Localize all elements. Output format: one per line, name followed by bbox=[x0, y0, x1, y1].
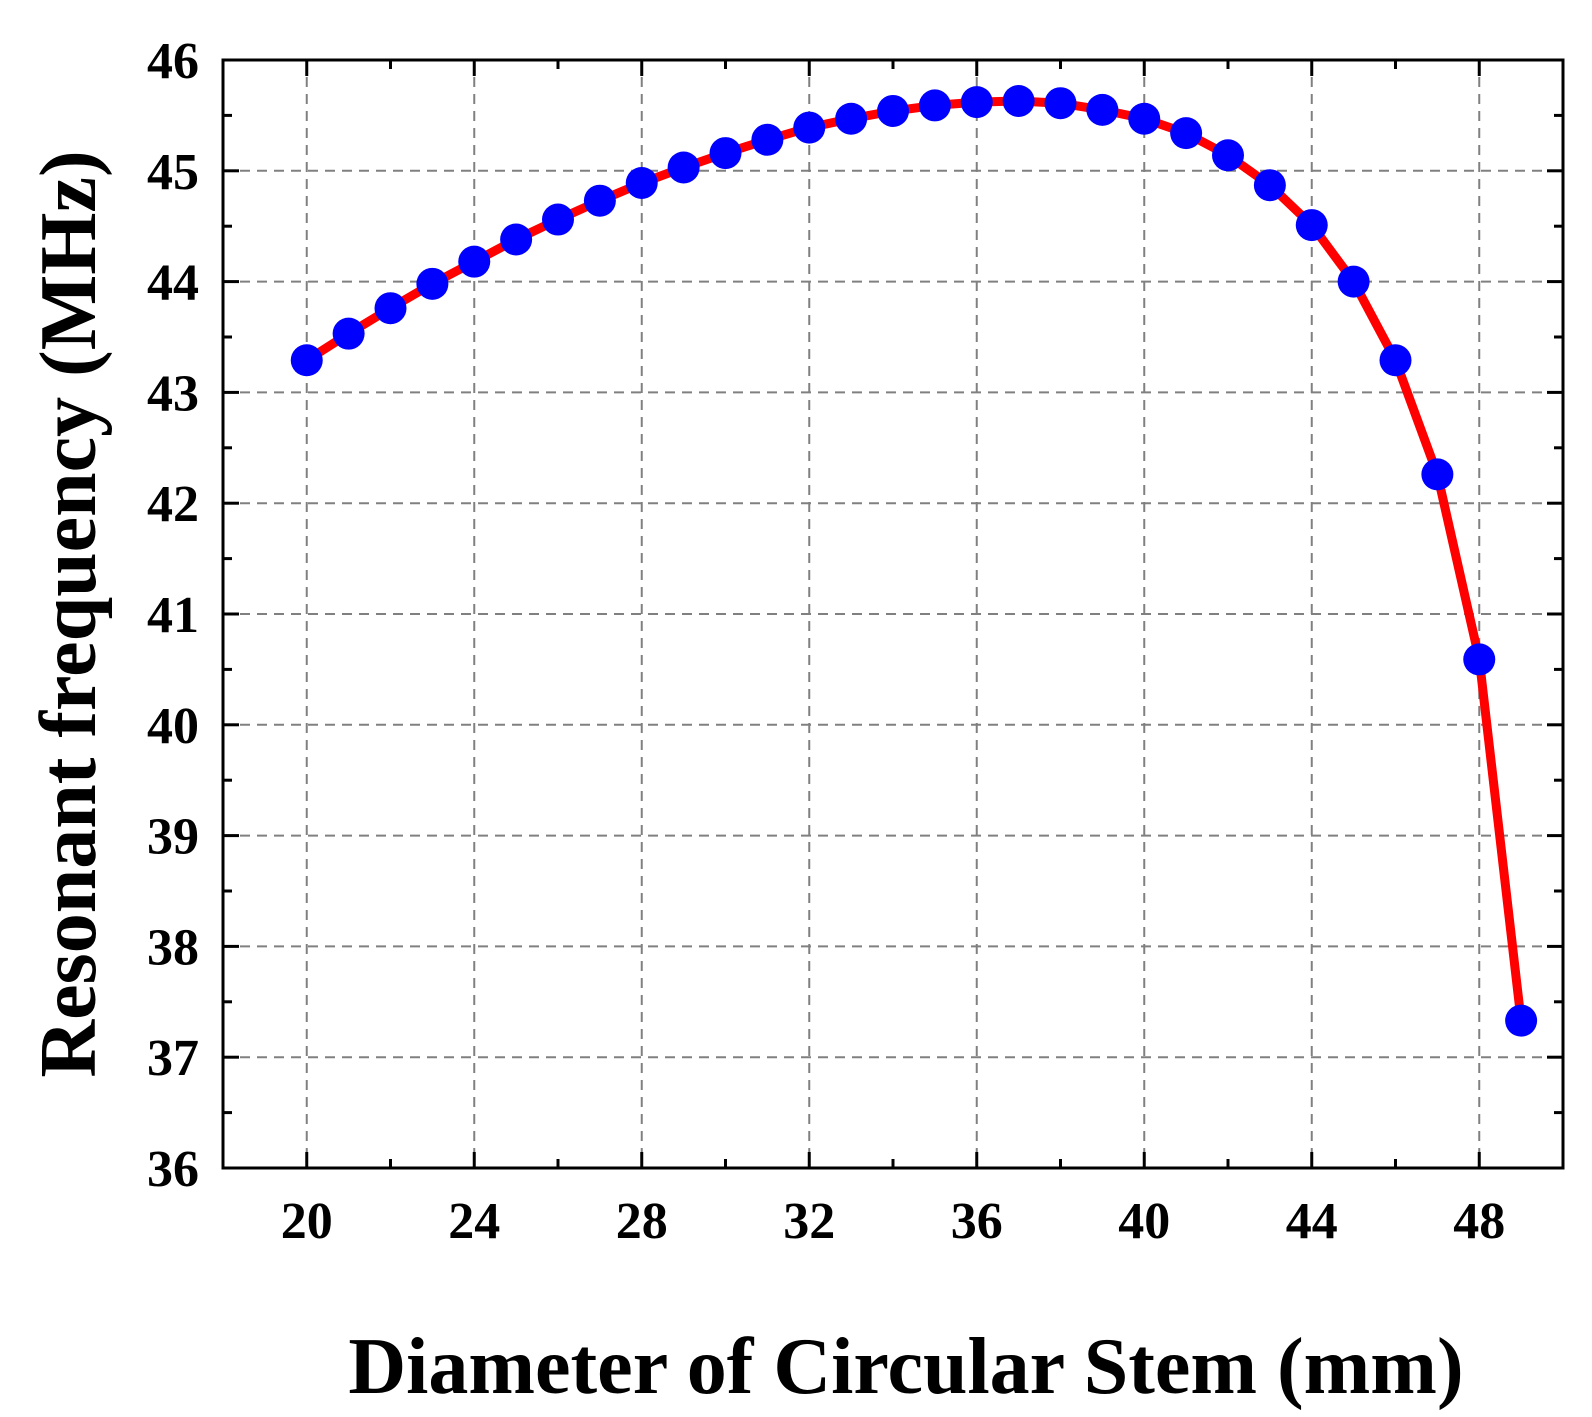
y-tick-label: 37 bbox=[147, 1030, 199, 1087]
x-tick-label: 36 bbox=[951, 1193, 1003, 1250]
data-point bbox=[793, 111, 826, 144]
x-tick-label: 32 bbox=[783, 1193, 835, 1250]
data-point bbox=[918, 89, 951, 122]
data-point bbox=[709, 137, 742, 170]
y-tick-label: 36 bbox=[147, 1141, 199, 1198]
y-tick-label: 41 bbox=[147, 587, 199, 644]
x-tick-label: 28 bbox=[616, 1193, 668, 1250]
y-tick-label: 43 bbox=[147, 365, 199, 422]
data-point bbox=[751, 123, 784, 156]
y-tick-label: 46 bbox=[147, 33, 199, 90]
y-tick-label: 40 bbox=[147, 698, 199, 755]
y-tick-label: 45 bbox=[147, 144, 199, 201]
data-point bbox=[1505, 1004, 1538, 1037]
data-point bbox=[1044, 87, 1077, 120]
x-tick-label: 24 bbox=[448, 1193, 500, 1250]
data-point bbox=[332, 317, 365, 350]
grid-layer bbox=[223, 60, 1563, 1168]
data-point bbox=[1379, 344, 1412, 377]
data-point bbox=[1002, 84, 1035, 117]
y-axis-title: Resonant frequency (MHz) bbox=[25, 150, 113, 1077]
data-point bbox=[1253, 169, 1286, 202]
series-layer bbox=[290, 84, 1538, 1037]
y-tick-label: 38 bbox=[147, 919, 199, 976]
x-tick-label: 20 bbox=[281, 1193, 333, 1250]
data-point bbox=[416, 267, 449, 300]
x-tick-label: 48 bbox=[1453, 1193, 1505, 1250]
y-tick-label: 42 bbox=[147, 476, 199, 533]
label-layer: 20 24 28 32 36 40 44 48 36 37 38 39 40 41 42 43 44 45 46 bbox=[147, 33, 1505, 1250]
plot-frame bbox=[221, 58, 1565, 1170]
data-point bbox=[1463, 643, 1496, 676]
data-point bbox=[1086, 93, 1119, 126]
data-point bbox=[960, 86, 993, 119]
data-point bbox=[625, 166, 658, 199]
series-line bbox=[302, 96, 1526, 1026]
data-point bbox=[500, 223, 533, 256]
y-tick-label: 39 bbox=[147, 809, 199, 866]
data-point bbox=[667, 151, 700, 184]
x-tick-label: 44 bbox=[1286, 1193, 1338, 1250]
data-point bbox=[1421, 458, 1454, 491]
y-tick-label: 44 bbox=[147, 255, 199, 312]
data-point bbox=[1295, 209, 1328, 242]
data-point bbox=[542, 203, 574, 236]
data-point bbox=[1337, 265, 1370, 298]
data-point bbox=[835, 102, 868, 135]
data-point bbox=[1128, 102, 1161, 135]
data-point bbox=[374, 292, 407, 325]
x-axis-title: Diameter of Circular Stem (mm) bbox=[348, 1323, 1463, 1411]
data-point bbox=[1212, 139, 1244, 172]
data-point bbox=[583, 184, 616, 217]
x-tick-label: 40 bbox=[1118, 1193, 1170, 1250]
data-point bbox=[458, 245, 491, 278]
data-point bbox=[290, 344, 323, 377]
data-point bbox=[1170, 117, 1203, 150]
data-point bbox=[877, 94, 909, 127]
